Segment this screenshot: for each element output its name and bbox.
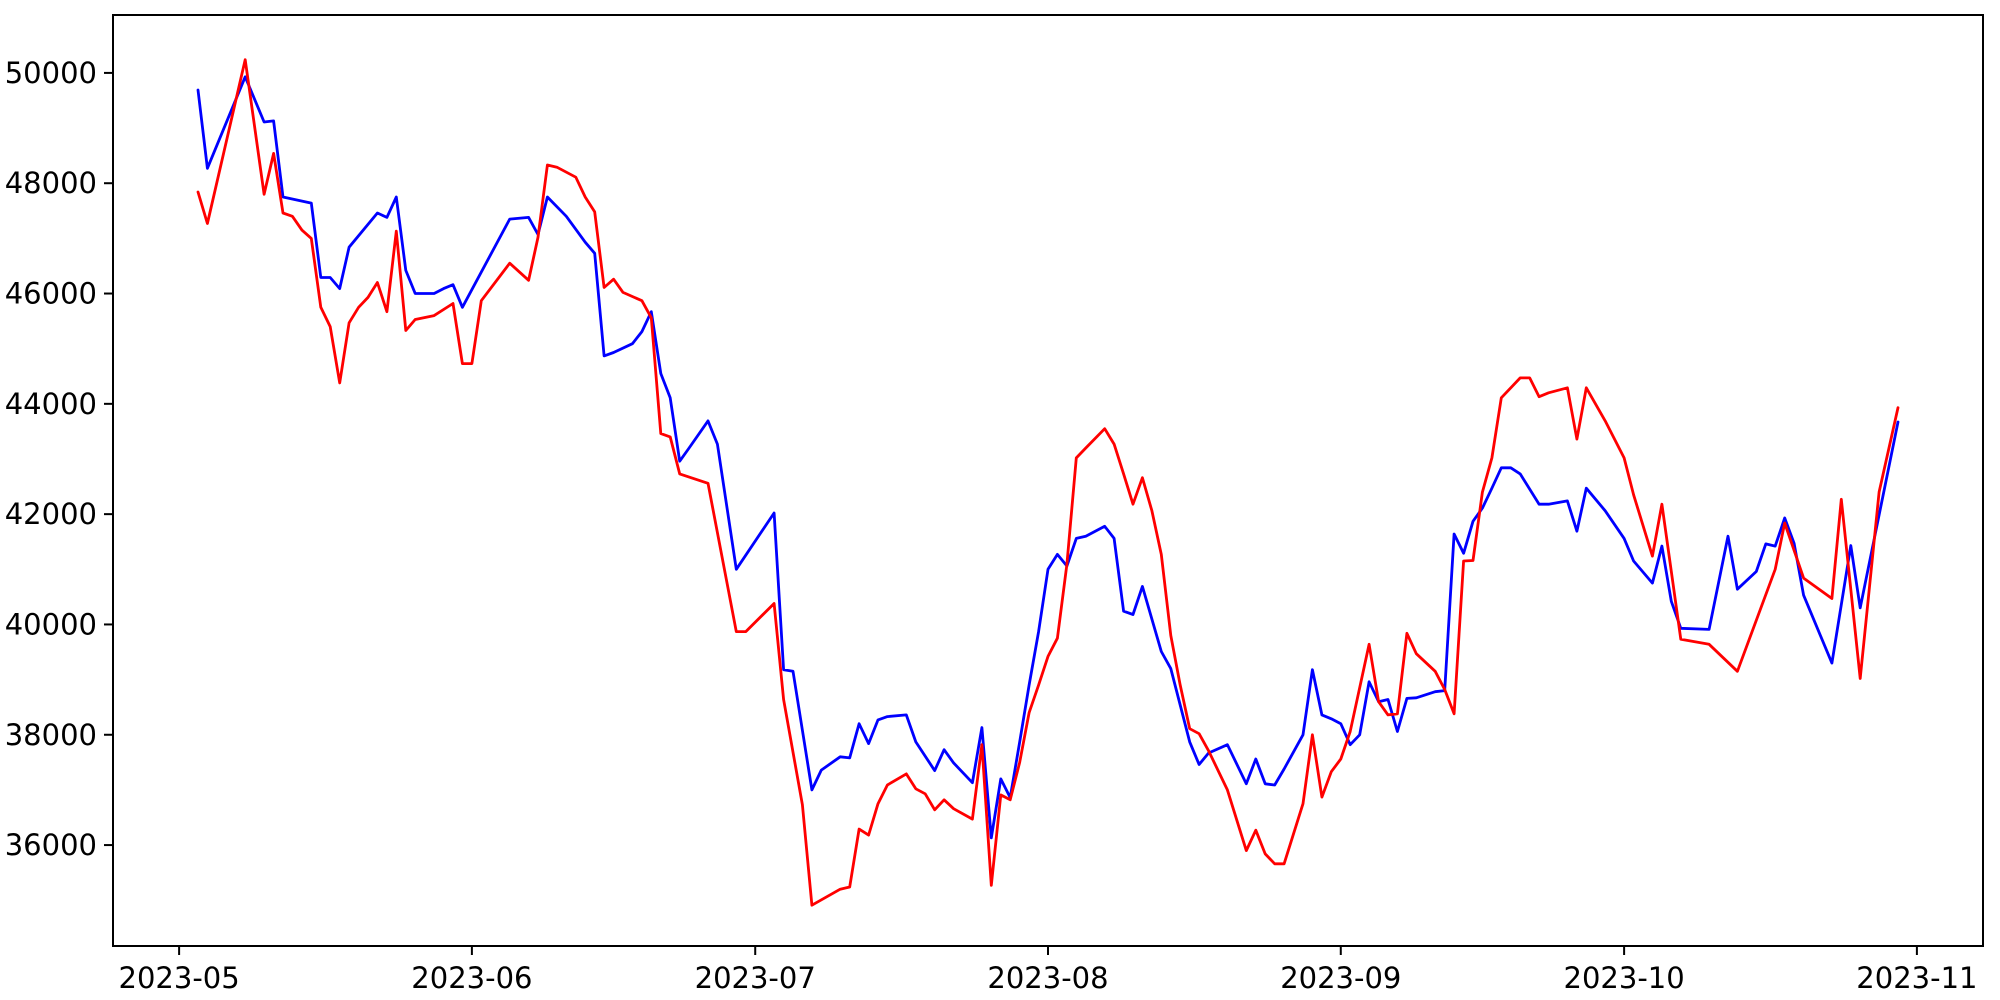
x-tick-label: 2023-11 bbox=[1856, 961, 1977, 995]
blue-line bbox=[196, 75, 1900, 840]
y-tick-label: 36000 bbox=[5, 828, 97, 862]
y-tick-label: 38000 bbox=[5, 718, 97, 752]
x-tick-label: 2023-07 bbox=[695, 961, 816, 995]
y-tick-label: 44000 bbox=[5, 387, 97, 421]
y-tick-label: 50000 bbox=[5, 56, 97, 90]
x-tick-label: 2023-10 bbox=[1564, 961, 1685, 995]
y-tick-label: 42000 bbox=[5, 497, 97, 531]
plot-border bbox=[112, 14, 1984, 947]
y-tick-label: 46000 bbox=[5, 277, 97, 311]
y-tick-label: 48000 bbox=[5, 166, 97, 200]
red-line bbox=[196, 58, 1900, 907]
x-tick-label: 2023-06 bbox=[411, 961, 532, 995]
x-tick-label: 2023-05 bbox=[119, 961, 240, 995]
x-tick-label: 2023-09 bbox=[1280, 961, 1401, 995]
x-tick-label: 2023-08 bbox=[987, 961, 1108, 995]
y-tick-label: 40000 bbox=[5, 607, 97, 641]
